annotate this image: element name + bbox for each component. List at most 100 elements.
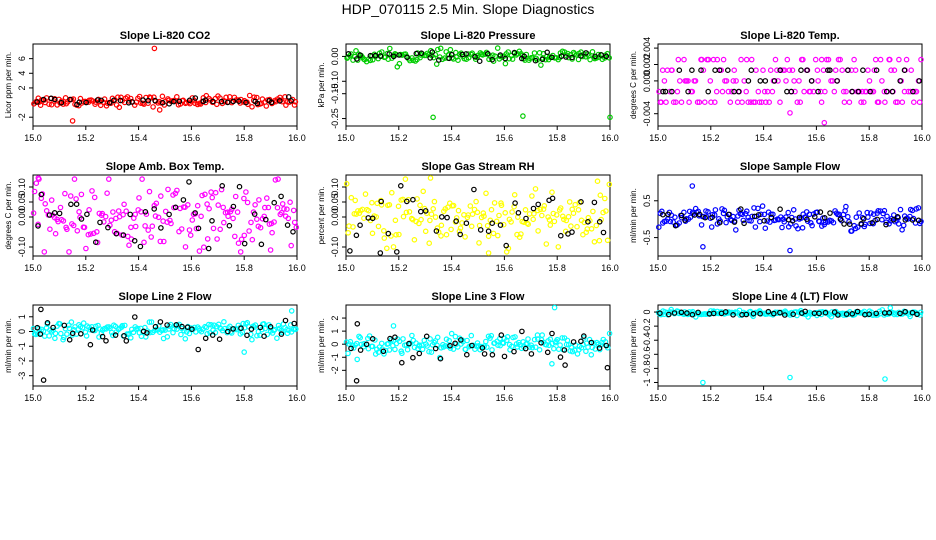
- data-point: [435, 57, 442, 63]
- data-point: [457, 231, 464, 238]
- data-point: [202, 97, 209, 104]
- data-point: [569, 54, 575, 61]
- data-point: [94, 229, 100, 235]
- data-point: [195, 225, 202, 232]
- data-point: [484, 50, 491, 57]
- data-point: [428, 349, 435, 356]
- data-point: [569, 229, 575, 235]
- y-tick-label: -0.25: [330, 108, 340, 129]
- data-point: [232, 233, 238, 240]
- data-point: [490, 230, 497, 237]
- data-point: [258, 241, 265, 248]
- data-point: [167, 217, 173, 224]
- data-point: [426, 240, 433, 247]
- panel-8: Slope Line 3 Flow 15.0 15.2 15.4 15.6 15.8 16.…: [317, 291, 619, 403]
- data-point: [668, 306, 675, 313]
- data-point: [278, 193, 284, 200]
- data-point: [244, 199, 251, 206]
- data-point: [434, 334, 441, 341]
- data-point: [870, 88, 877, 95]
- data-point: [739, 211, 746, 218]
- data-point: [530, 205, 537, 212]
- data-point: [902, 217, 909, 223]
- data-point: [288, 242, 295, 249]
- data-point: [551, 304, 558, 311]
- data-point: [132, 211, 139, 218]
- x-tick-label: 15.6: [808, 133, 826, 143]
- data-point: [696, 211, 703, 218]
- data-point: [485, 250, 492, 256]
- y-tick-label: 0.10: [330, 178, 340, 196]
- data-point: [151, 206, 158, 212]
- data-point: [777, 309, 783, 316]
- data-point: [270, 327, 277, 334]
- data-point: [769, 88, 776, 95]
- data-point: [194, 202, 201, 209]
- data-point: [578, 199, 584, 205]
- data-point: [288, 308, 295, 314]
- data-point: [737, 206, 744, 212]
- data-point: [361, 215, 367, 222]
- data-point: [705, 56, 712, 63]
- data-point: [78, 330, 84, 337]
- data-point: [762, 78, 769, 84]
- data-point: [116, 104, 123, 111]
- data-point: [42, 201, 49, 207]
- data-point: [758, 211, 764, 218]
- data-point: [136, 93, 143, 100]
- y-axis-label: ml/min per min.: [4, 318, 13, 373]
- data-point: [815, 88, 821, 95]
- data-point: [205, 245, 212, 252]
- data-point: [596, 219, 603, 225]
- data-point: [566, 199, 573, 205]
- data-point: [798, 67, 804, 74]
- data-point: [178, 226, 185, 232]
- data-point: [60, 218, 67, 224]
- data-point: [354, 320, 361, 327]
- data-point: [825, 56, 832, 63]
- data-point: [285, 215, 292, 222]
- data-point: [816, 310, 822, 317]
- data-point: [473, 198, 479, 205]
- x-tick-label: 16.0: [601, 263, 619, 273]
- data-point: [665, 211, 671, 218]
- x-tick-label: 15.2: [390, 263, 408, 273]
- data-point: [457, 225, 464, 231]
- data-point: [129, 99, 135, 105]
- series-1: [30, 308, 299, 355]
- data-point: [137, 243, 144, 250]
- data-point: [881, 207, 888, 214]
- data-point: [489, 220, 496, 227]
- data-point: [226, 222, 233, 229]
- x-tick-label: 16.0: [601, 133, 619, 143]
- data-point: [522, 207, 529, 213]
- data-point: [559, 213, 566, 220]
- data-point: [825, 67, 831, 74]
- data-point: [151, 45, 158, 52]
- data-point: [529, 193, 535, 199]
- data-point: [879, 216, 885, 223]
- data-point: [427, 55, 434, 61]
- data-point: [447, 46, 454, 53]
- data-point: [267, 247, 274, 253]
- data-point: [588, 226, 595, 232]
- data-point: [223, 94, 229, 101]
- data-point: [728, 88, 735, 95]
- data-point: [897, 310, 903, 317]
- data-point: [257, 324, 264, 331]
- data-point: [575, 56, 582, 63]
- data-point: [802, 308, 809, 315]
- data-point: [716, 67, 723, 74]
- data-point: [142, 223, 148, 229]
- x-tick-label: 15.2: [77, 263, 95, 273]
- data-point: [428, 211, 435, 218]
- data-point: [241, 195, 247, 202]
- data-point: [894, 214, 901, 220]
- data-point: [606, 330, 613, 337]
- data-point: [814, 209, 821, 216]
- data-point: [99, 333, 106, 340]
- data-point: [285, 94, 292, 100]
- data-point: [503, 242, 510, 249]
- data-point: [393, 232, 399, 238]
- data-point: [261, 333, 267, 340]
